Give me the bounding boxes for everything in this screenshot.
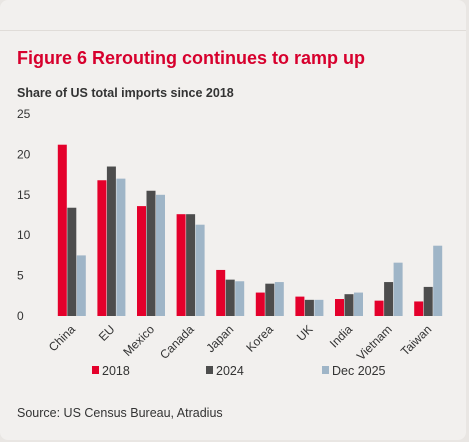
bar [255, 292, 265, 316]
bar [146, 190, 156, 316]
bar [176, 214, 186, 316]
legend-swatch [92, 366, 99, 374]
bar [295, 296, 305, 316]
bar [304, 299, 314, 316]
bar [97, 180, 107, 316]
x-tick-label: India [327, 322, 356, 351]
chart-source: Source: US Census Bureau, Atradius [17, 406, 223, 420]
bar [274, 282, 284, 316]
bar [67, 207, 77, 316]
bar [314, 299, 324, 316]
y-tick-label: 5 [17, 269, 24, 283]
bar [354, 292, 363, 316]
bar [137, 206, 146, 316]
bar [414, 301, 424, 316]
y-tick-label: 15 [17, 188, 31, 202]
x-tick-label: Vietnam [354, 322, 395, 363]
legend-label: Dec 2025 [332, 364, 386, 378]
bar [433, 245, 443, 316]
bar [106, 166, 116, 316]
bar [76, 255, 86, 316]
bar [384, 282, 394, 316]
y-tick-label: 0 [17, 309, 24, 323]
bar [186, 214, 196, 316]
bar [225, 279, 235, 316]
bar [57, 144, 67, 316]
x-tick-label: China [46, 322, 78, 354]
legend-label: 2024 [216, 364, 244, 378]
bar [393, 262, 403, 316]
bar [235, 281, 245, 316]
bar [156, 194, 165, 316]
bar [335, 299, 344, 316]
bar [216, 269, 226, 316]
x-tick-label: Taiwan [398, 322, 434, 358]
y-tick-label: 25 [17, 107, 31, 121]
x-tick-label: Mexico [120, 322, 157, 359]
bar [265, 283, 275, 316]
x-tick-label: Japan [203, 322, 236, 355]
x-tick-label: EU [96, 322, 118, 344]
y-tick-label: 20 [17, 147, 31, 161]
legend-swatch [322, 366, 329, 374]
x-tick-label: UK [294, 322, 316, 344]
x-tick-label: Korea [243, 322, 276, 355]
y-tick-label: 10 [17, 228, 31, 242]
x-tick-label: Canada [157, 322, 197, 362]
chart-title: Figure 6 Rerouting continues to ramp up [17, 48, 366, 68]
legend-label: 2018 [102, 364, 130, 378]
chart-subtitle: Share of US total imports since 2018 [17, 86, 234, 100]
top-divider [0, 30, 466, 31]
bar [116, 178, 126, 316]
bar [344, 294, 354, 316]
bar [374, 300, 384, 316]
legend-swatch [206, 366, 213, 374]
bar [423, 286, 433, 316]
bar [195, 224, 205, 316]
